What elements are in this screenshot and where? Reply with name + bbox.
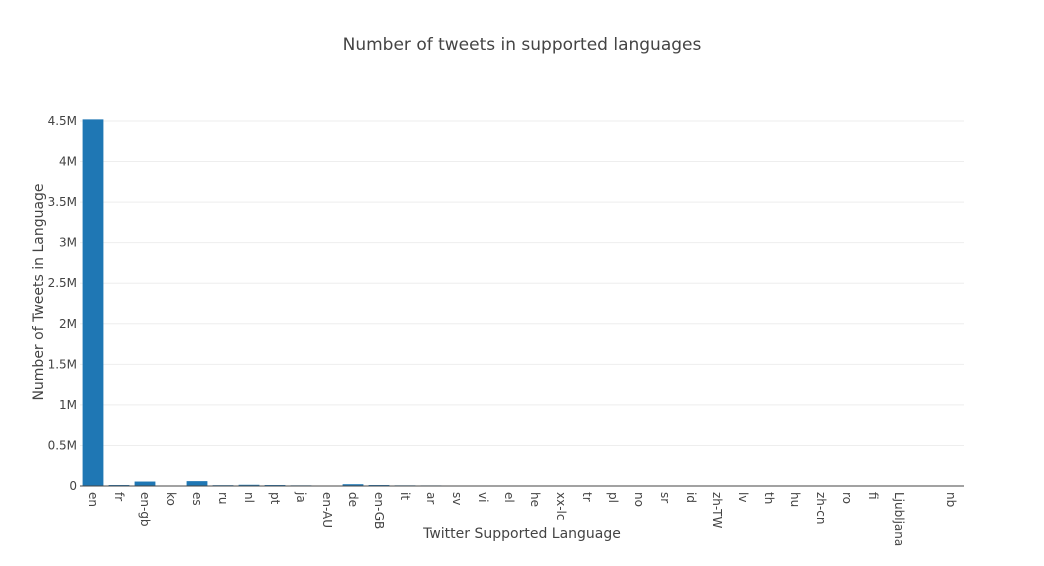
- bar-de: [342, 484, 364, 486]
- x-tick-label: xx-lc: [554, 492, 568, 520]
- x-tick-label: fr: [112, 492, 126, 501]
- x-tick-label: en-GB: [372, 492, 386, 529]
- y-tick-label: 3.5M: [48, 195, 77, 209]
- y-tick-label: 1.5M: [48, 357, 77, 371]
- y-tick-label: 1M: [59, 398, 77, 412]
- x-tick-label: sr: [658, 492, 672, 503]
- y-axis-title: Number of Tweets in Language: [31, 183, 47, 400]
- bar-en-gb: [134, 481, 156, 486]
- x-axis-title: Twitter Supported Language: [422, 526, 621, 542]
- x-tick-label: es: [190, 492, 204, 506]
- bar-nl: [238, 484, 260, 486]
- x-tick-label: lv: [736, 492, 750, 502]
- bar-es: [186, 481, 208, 486]
- chart-title: Number of tweets in supported languages: [343, 35, 702, 55]
- y-tick-label: 0: [69, 479, 77, 493]
- x-tick-label: en-gb: [138, 492, 152, 527]
- y-tick-label: 3M: [59, 236, 77, 250]
- x-tick-label: ko: [164, 492, 178, 506]
- x-tick-label: ja: [294, 491, 308, 503]
- x-tick-label: nl: [242, 492, 256, 503]
- x-tick-label: tr: [580, 492, 594, 502]
- x-tick-label: nb: [944, 492, 958, 507]
- x-tick-label: Ljubljana: [892, 492, 906, 546]
- x-tick-label: ru: [216, 492, 230, 505]
- x-tick-label: pl: [606, 492, 620, 503]
- y-tick-label: 2.5M: [48, 276, 77, 290]
- x-tick-label: it: [398, 492, 412, 500]
- bar-en: [82, 119, 104, 486]
- x-tick-label: el: [502, 492, 516, 503]
- x-tick-label: sv: [450, 492, 464, 505]
- x-tick-label: zh-TW: [710, 492, 724, 528]
- x-tick-label: hu: [788, 492, 802, 507]
- x-tick-label: no: [632, 492, 646, 507]
- x-tick-label: en: [86, 492, 100, 507]
- x-tick-label: en-AU: [320, 492, 334, 528]
- y-tick-label: 4.5M: [48, 114, 77, 128]
- x-tick-label: ro: [840, 492, 854, 504]
- y-tick-label: 2M: [59, 317, 77, 331]
- x-tick-label: pt: [268, 492, 282, 505]
- x-axis-ticks: en fr en-gb ko es ru nl pt ja en-AU de en-GB it ar sv v…: [86, 491, 958, 546]
- x-tick-label: fi: [866, 492, 880, 500]
- x-tick-label: ar: [424, 492, 438, 504]
- y-axis-ticks: 0 0.5M 1M 1.5M 2M 2.5M 3M 3.5M 4M 4.5M: [48, 114, 77, 493]
- gridlines: [80, 120, 964, 446]
- y-tick-label: 4M: [59, 155, 77, 169]
- bars: [82, 119, 962, 486]
- x-tick-label: vi: [476, 492, 490, 502]
- x-tick-label: de: [346, 492, 360, 507]
- x-tick-label: he: [528, 492, 542, 507]
- y-tick-label: 0.5M: [48, 438, 77, 452]
- x-tick-label: id: [684, 492, 698, 503]
- x-tick-label: zh-cn: [814, 492, 828, 524]
- x-tick-label: th: [762, 492, 776, 504]
